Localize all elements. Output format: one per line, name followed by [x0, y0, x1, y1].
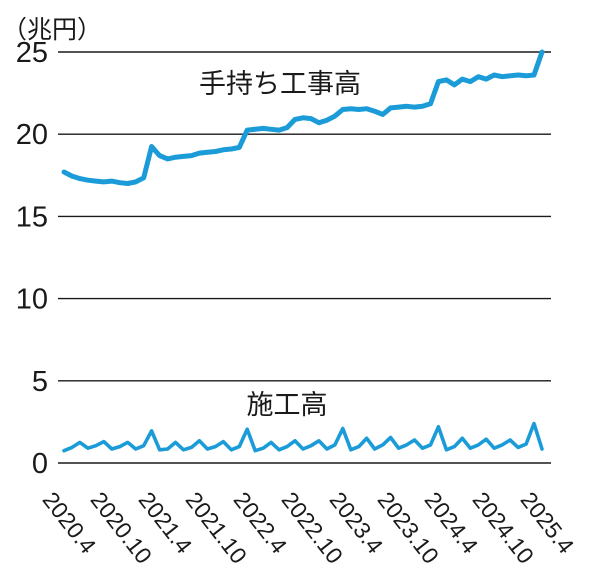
- y-axis-unit-label: （兆円）: [2, 16, 103, 44]
- backlog-line: [61, 49, 545, 186]
- series-lines-group: [61, 49, 545, 453]
- y-tick-label-0: 0: [32, 448, 48, 480]
- output-line: [62, 421, 544, 453]
- backlog-series-label: 手持ち工事高: [199, 69, 361, 99]
- output-series-label: 施工高: [247, 390, 328, 420]
- y-tick-labels-group: 0 5 10 15 20 25: [16, 37, 48, 480]
- y-tick-label-20: 20: [16, 119, 48, 151]
- gridlines-group: [58, 51, 551, 464]
- y-tick-label-25: 25: [16, 37, 48, 69]
- y-tick-label-10: 10: [16, 284, 48, 316]
- y-tick-label-15: 15: [16, 201, 48, 233]
- y-tick-label-5: 5: [32, 366, 48, 398]
